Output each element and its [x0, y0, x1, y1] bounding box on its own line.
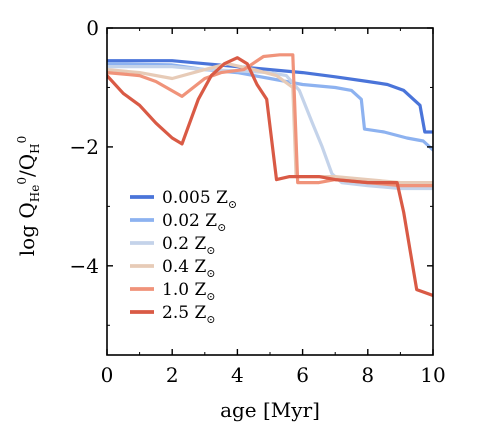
y-axis-title: log QHe0/QH0 [15, 136, 42, 256]
y-tick-label-2: −4 [70, 254, 99, 278]
x-tick-label-4: 8 [361, 363, 374, 387]
x-axis-label: age [Myr] [220, 398, 320, 422]
y-tick-label-0: 0 [86, 16, 99, 40]
series-line-0 [107, 59, 433, 134]
x-tick-label-3: 6 [296, 363, 309, 387]
y-axis-label: log QHe0/QH0 [15, 136, 42, 256]
series-line-5 [107, 56, 433, 298]
series-line-3 [107, 62, 433, 185]
legend-label-1: 0.02 Z⊙ [162, 211, 226, 234]
legend: 0.005 Z⊙0.02 Z⊙0.2 Z⊙0.4 Z⊙1.0 Z⊙2.5 Z⊙ [130, 188, 237, 326]
series-lines [107, 53, 433, 298]
legend-label-3: 0.4 Z⊙ [162, 257, 215, 280]
legend-label-0: 0.005 Z⊙ [162, 188, 237, 211]
x-tick-label-0: 0 [101, 363, 114, 387]
legend-label-2: 0.2 Z⊙ [162, 234, 215, 257]
x-tick-label-1: 2 [166, 363, 179, 387]
x-tick-label-2: 4 [231, 363, 244, 387]
legend-label-5: 2.5 Z⊙ [162, 303, 215, 326]
legend-label-4: 1.0 Z⊙ [162, 280, 215, 303]
x-tick-label-5: 10 [420, 363, 445, 387]
y-tick-label-1: −2 [70, 135, 99, 159]
plot-area: 0 2 4 6 8 10 0 −2 −4 [70, 16, 446, 387]
